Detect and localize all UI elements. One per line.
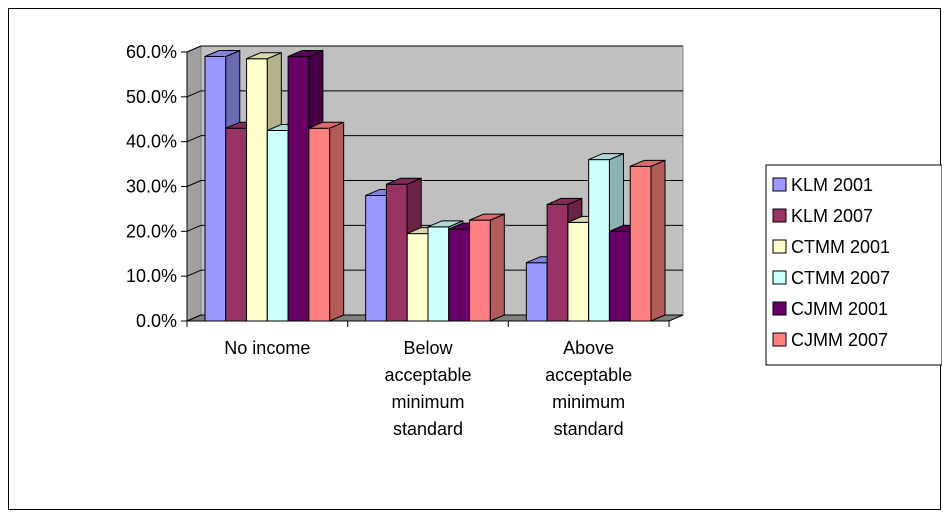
gridline-side (186, 224, 202, 232)
legend-swatch (772, 239, 787, 254)
bar-front (246, 58, 268, 322)
legend-label: KLM 2001 (791, 175, 873, 195)
x-category-label: standard (554, 419, 624, 439)
bar-front (608, 230, 631, 322)
legend-label: CTMM 2001 (791, 237, 890, 257)
gridline-side (186, 180, 202, 187)
bar-top (630, 159, 666, 167)
x-category-label: acceptable (545, 365, 632, 385)
y-tick-label: 10.0% (126, 266, 177, 286)
bar-front (406, 233, 429, 322)
bar-front (629, 165, 652, 322)
legend-label: KLM 2007 (791, 206, 873, 226)
legend-label: CJMM 2007 (791, 330, 888, 350)
x-category-label: minimum (391, 392, 464, 412)
bar-front (588, 159, 610, 322)
bar-front (287, 55, 310, 322)
bar-top (308, 121, 344, 129)
y-tick-label: 60.0% (126, 42, 177, 62)
bar-top (469, 213, 505, 221)
y-tick-label: 50.0% (126, 87, 177, 107)
bar-side (329, 121, 345, 322)
legend-swatch (772, 270, 787, 285)
x-category-label: Above (563, 338, 614, 358)
bar-top (287, 49, 324, 57)
bar-front (204, 55, 227, 322)
gridline-side (186, 269, 202, 277)
bar-top (246, 52, 282, 60)
x-category-label: standard (393, 419, 463, 439)
y-tick-label: 0.0% (136, 311, 177, 331)
x-category-label: No income (224, 338, 310, 358)
bar-front (469, 219, 491, 322)
bar-chart: 0.0% 10.0% 20.0% 30.0% 40.0% 50.0% 60.0% No inc… (126, 42, 942, 439)
gridline-side (186, 45, 202, 53)
bar-top (386, 177, 422, 185)
gridline-side (186, 135, 202, 143)
y-tick-label: 20.0% (126, 221, 177, 241)
bar-front (225, 127, 248, 322)
legend-label: CJMM 2001 (791, 299, 888, 319)
bar-front (427, 226, 450, 322)
bar-top (546, 197, 583, 205)
legend-swatch (772, 301, 787, 316)
gridline-side (186, 90, 202, 98)
legend-label: CTMM 2007 (791, 268, 890, 288)
x-category-label: Below (403, 338, 453, 358)
bar-side (650, 159, 666, 322)
bar-top (204, 49, 240, 57)
x-category-label: minimum (552, 392, 625, 412)
bar-side (489, 213, 505, 322)
legend-swatch (772, 177, 787, 192)
x-category-label: acceptable (384, 365, 471, 385)
bar-front (546, 203, 569, 322)
bar-front (365, 194, 387, 322)
legend-swatch (772, 208, 787, 223)
bar-top (588, 153, 624, 161)
y-tick-label: 30.0% (126, 177, 177, 197)
chart-frame: 0.0% 10.0% 20.0% 30.0% 40.0% 50.0% 60.0% No inc… (8, 8, 942, 510)
bar-front (525, 262, 548, 322)
legend-box (765, 164, 942, 366)
bar-front (567, 221, 590, 322)
bar-front (308, 127, 331, 322)
legend-swatch (772, 332, 787, 347)
bar-top (427, 220, 463, 228)
bar-front (448, 228, 471, 322)
bar-front (385, 183, 408, 322)
bar-front (266, 129, 289, 322)
y-tick-label: 40.0% (126, 132, 177, 152)
